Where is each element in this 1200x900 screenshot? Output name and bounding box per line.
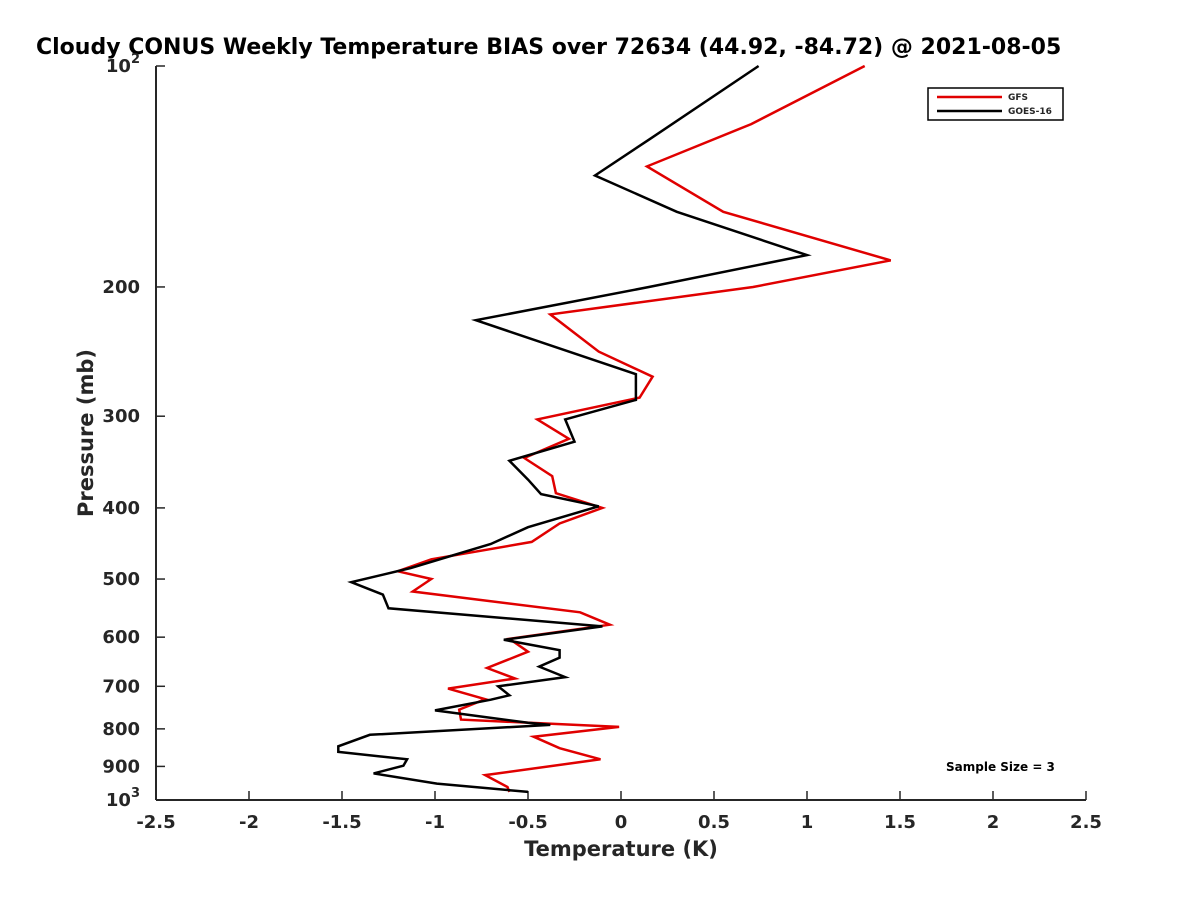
y-tick-label: 102 xyxy=(106,52,140,77)
chart-title: Cloudy CONUS Weekly Temperature BIAS ove… xyxy=(36,35,1061,60)
x-tick-label: -2.5 xyxy=(136,812,175,833)
y-tick-base: 10 xyxy=(106,790,131,811)
series-line-goes16 xyxy=(337,64,812,794)
series-group xyxy=(337,64,892,794)
y-tick-base: 800 xyxy=(102,719,140,740)
y-tick-label: 800 xyxy=(102,719,140,740)
y-tick-base: 10 xyxy=(106,56,131,77)
sample-size-annotation: Sample Size = 3 xyxy=(946,760,1055,774)
y-axis-label: Pressure (mb) xyxy=(74,349,98,517)
y-tick-label: 600 xyxy=(102,627,140,648)
y-tick-base: 500 xyxy=(102,569,140,590)
legend: GFS GOES-16 xyxy=(927,87,1064,121)
y-tick-base: 900 xyxy=(102,756,140,777)
plot-area xyxy=(156,66,1086,800)
legend-label-goes16: GOES-16 xyxy=(1008,107,1052,117)
y-tick-exponent: 3 xyxy=(131,786,140,801)
x-tick-label: 0.5 xyxy=(698,812,730,833)
y-tick-label: 300 xyxy=(102,406,140,427)
x-tick-label: -1 xyxy=(425,812,445,833)
y-tick-base: 600 xyxy=(102,627,140,648)
x-tick-label: 0 xyxy=(615,812,628,833)
x-tick-label: 1.5 xyxy=(884,812,916,833)
legend-box xyxy=(927,87,1064,121)
x-tick-label: -1.5 xyxy=(322,812,361,833)
x-tick-label: 2.5 xyxy=(1070,812,1102,833)
x-tick-label: -2 xyxy=(239,812,259,833)
legend-label-gfs: GFS xyxy=(1008,93,1028,103)
y-tick-label: 900 xyxy=(102,756,140,777)
x-tick-label: -0.5 xyxy=(508,812,547,833)
y-tick-exponent: 2 xyxy=(131,52,140,67)
y-tick-base: 400 xyxy=(102,498,140,519)
y-tick-base: 700 xyxy=(102,676,140,697)
y-tick-label: 400 xyxy=(102,498,140,519)
x-tick-group: -2.5 -2 -1.5 -1 -0.5 0 0.5 1 1.5 2 2.5 xyxy=(136,791,1102,833)
x-tick-label: 2 xyxy=(987,812,1000,833)
x-axis-label: Temperature (K) xyxy=(524,837,718,861)
y-tick-label: 103 xyxy=(106,786,140,811)
y-tick-base: 200 xyxy=(102,277,140,298)
y-tick-label: 200 xyxy=(102,277,140,298)
x-tick-label: 1 xyxy=(801,812,814,833)
y-tick-label: 500 xyxy=(102,569,140,590)
y-tick-base: 300 xyxy=(102,406,140,427)
y-tick-label: 700 xyxy=(102,676,140,697)
